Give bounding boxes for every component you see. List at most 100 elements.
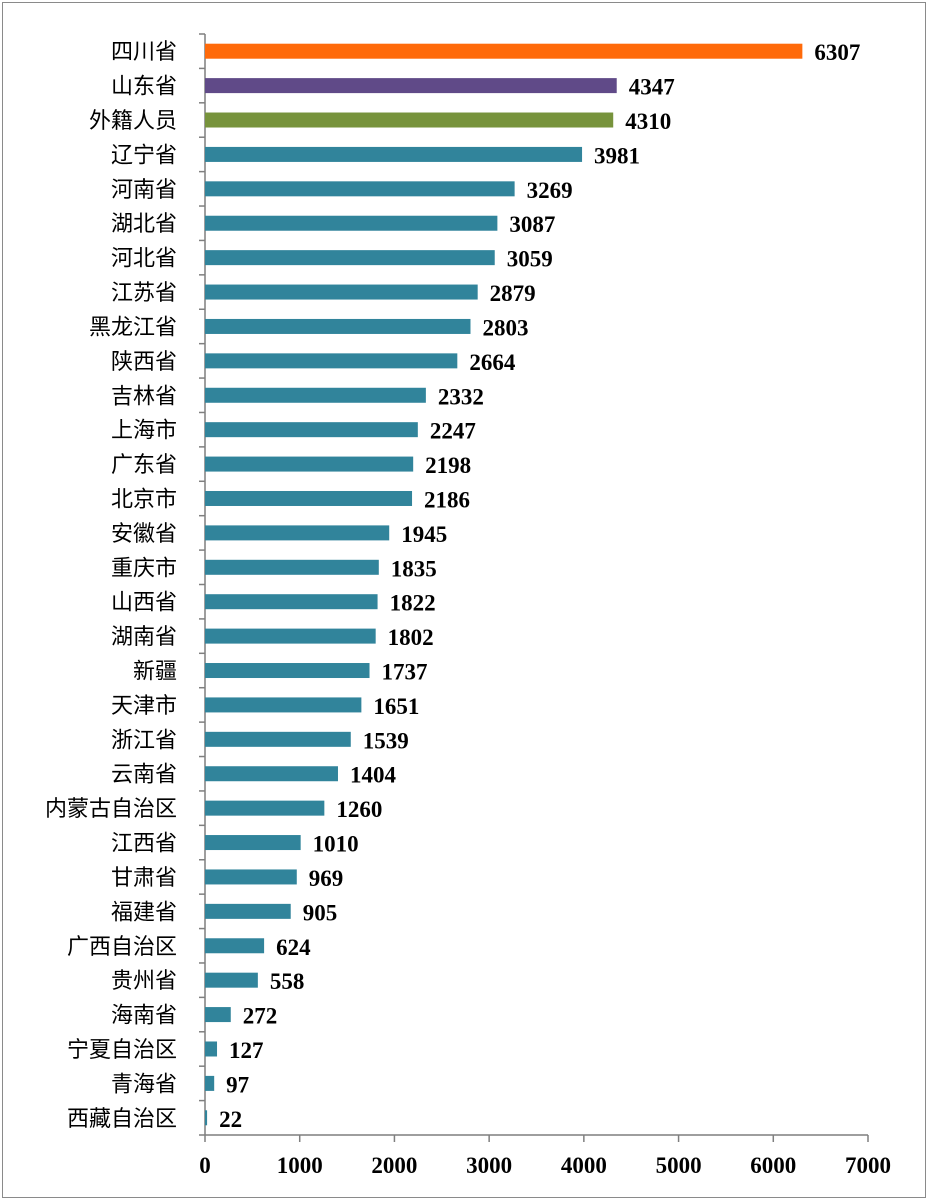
category-label: 吉林省: [111, 384, 177, 409]
category-label: 江苏省: [111, 281, 177, 306]
x-tick-label: 1000: [277, 1153, 323, 1178]
x-tick-label: 4000: [561, 1153, 607, 1178]
bar: [205, 1075, 215, 1091]
data-label: 2803: [482, 315, 528, 340]
data-label: 558: [270, 969, 305, 994]
category-label: 新疆: [133, 660, 177, 685]
data-label: 1835: [391, 556, 437, 581]
data-label: 4310: [625, 109, 671, 134]
data-label: 3981: [594, 143, 640, 168]
bar: [205, 215, 498, 231]
category-label: 安徽省: [111, 522, 177, 547]
category-label: 江西省: [111, 832, 177, 857]
category-label: 山西省: [111, 591, 177, 616]
category-label: 外籍人员: [89, 109, 177, 134]
bar: [205, 972, 258, 988]
x-tick-label: 6000: [750, 1153, 796, 1178]
bar: [205, 835, 301, 851]
category-label: 上海市: [111, 419, 177, 444]
category-label: 福建省: [111, 900, 177, 925]
bar: [205, 146, 583, 162]
category-label: 四川省: [111, 40, 177, 65]
bar: [205, 78, 617, 94]
x-tick-label: 0: [199, 1153, 211, 1178]
category-label: 贵州省: [111, 969, 177, 994]
category-label: 西藏自治区: [67, 1107, 177, 1132]
bar: [205, 490, 413, 506]
data-label: 2247: [430, 419, 476, 444]
bar: [205, 869, 297, 885]
bar: [205, 1007, 231, 1023]
bar: [205, 938, 265, 954]
category-label: 广东省: [111, 453, 177, 478]
data-label: 969: [309, 866, 344, 891]
bar: [205, 766, 338, 782]
bar: [205, 559, 379, 575]
data-label: 1822: [390, 591, 436, 616]
data-label: 1945: [401, 522, 447, 547]
category-label: 湖北省: [111, 212, 177, 237]
bar: [205, 112, 614, 128]
bar: [205, 456, 414, 472]
bar: [205, 181, 515, 197]
category-label: 广西自治区: [67, 935, 177, 960]
bar: [205, 284, 478, 300]
x-tick-label: 2000: [371, 1153, 417, 1178]
category-label: 浙江省: [111, 728, 177, 753]
category-label: 重庆市: [111, 556, 177, 581]
bar: [205, 43, 803, 59]
category-label: 黑龙江省: [89, 315, 177, 340]
bar: [205, 903, 291, 919]
category-label: 湖南省: [111, 625, 177, 650]
category-label: 海南省: [111, 1004, 177, 1029]
bar: [205, 422, 418, 438]
bar: [205, 250, 495, 266]
category-label: 辽宁省: [111, 143, 177, 168]
data-label: 3059: [507, 247, 553, 272]
data-label: 97: [226, 1072, 249, 1097]
category-label: 河南省: [111, 178, 177, 203]
x-tick-label: 5000: [656, 1153, 702, 1178]
x-tick-label: 7000: [845, 1153, 891, 1178]
data-label: 22: [219, 1107, 242, 1132]
category-label: 甘肃省: [111, 866, 177, 891]
data-label: 1651: [373, 694, 419, 719]
bar: [205, 318, 471, 334]
category-label: 青海省: [111, 1072, 177, 1097]
data-label: 127: [229, 1038, 264, 1063]
data-label: 1539: [363, 728, 409, 753]
data-label: 2664: [469, 350, 516, 375]
category-label: 天津市: [111, 694, 177, 719]
data-label: 6307: [814, 40, 860, 65]
bar: [205, 697, 362, 713]
category-label: 宁夏自治区: [67, 1038, 177, 1063]
data-label: 2186: [424, 487, 470, 512]
data-label: 2198: [425, 453, 471, 478]
category-label: 内蒙古自治区: [45, 797, 177, 822]
data-label: 2879: [490, 281, 536, 306]
data-label: 1260: [336, 797, 382, 822]
category-label: 云南省: [111, 763, 177, 788]
category-label: 河北省: [111, 247, 177, 272]
x-tick-label: 3000: [466, 1153, 512, 1178]
data-label: 4347: [629, 75, 675, 100]
category-label: 北京市: [111, 487, 177, 512]
bar: [205, 387, 426, 403]
data-label: 2332: [438, 384, 484, 409]
bar: [205, 800, 325, 816]
data-label: 3087: [509, 212, 555, 237]
bar: [205, 628, 376, 644]
data-label: 272: [243, 1004, 277, 1029]
bar: [205, 594, 378, 610]
data-label: 1010: [313, 832, 359, 857]
data-label: 905: [303, 900, 338, 925]
bar: [205, 525, 390, 541]
bar: [205, 1041, 218, 1057]
category-label: 山东省: [111, 75, 177, 100]
bar: [205, 731, 351, 747]
data-label: 1737: [382, 660, 428, 685]
data-label: 1404: [350, 763, 397, 788]
data-label: 1802: [388, 625, 434, 650]
